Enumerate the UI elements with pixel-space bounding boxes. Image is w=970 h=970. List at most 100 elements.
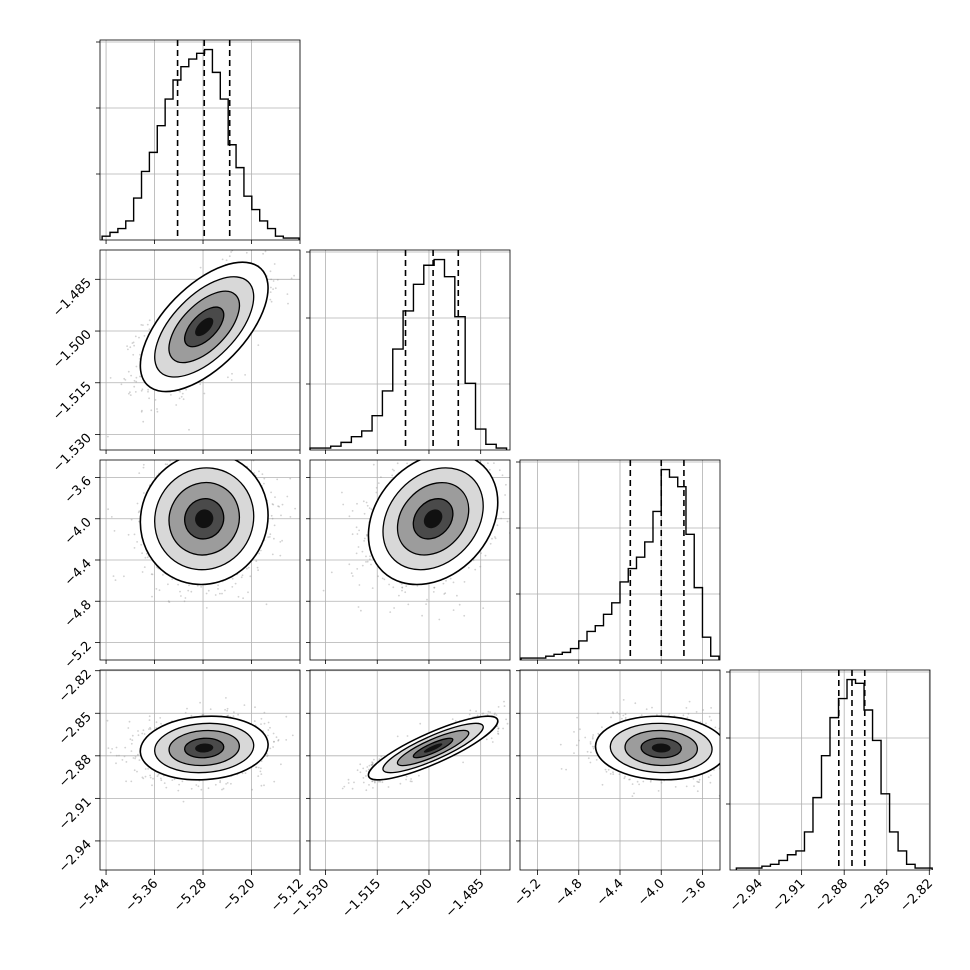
scatter-point bbox=[214, 783, 217, 786]
scatter-point bbox=[484, 554, 487, 557]
scatter-point bbox=[375, 491, 378, 494]
scatter-point bbox=[640, 714, 643, 716]
scatter-point bbox=[287, 302, 289, 305]
scatter-point bbox=[527, 710, 529, 712]
scatter-point bbox=[475, 456, 477, 458]
panel-frame bbox=[99, 39, 301, 241]
scatter-point bbox=[273, 740, 275, 743]
scatter-point bbox=[511, 560, 513, 562]
x-tick-label: −5.44 bbox=[74, 876, 113, 915]
scatter-point bbox=[503, 700, 505, 703]
scatter-point bbox=[355, 526, 358, 529]
scatter-point bbox=[263, 722, 266, 725]
scatter-point bbox=[405, 585, 408, 588]
scatter-point bbox=[143, 733, 146, 735]
scatter-point bbox=[263, 711, 266, 714]
scatter-point bbox=[589, 741, 592, 743]
scatter-point bbox=[446, 451, 448, 453]
scatter-point bbox=[133, 533, 136, 536]
scatter-point bbox=[273, 780, 276, 783]
scatter-point bbox=[710, 719, 713, 722]
scatter-point bbox=[363, 512, 366, 515]
scatter-point bbox=[361, 564, 364, 567]
scatter-point bbox=[698, 778, 701, 781]
scatter-point bbox=[169, 460, 172, 462]
scatter-point bbox=[480, 552, 482, 555]
scatter-point bbox=[371, 762, 374, 764]
panel-frame bbox=[729, 669, 931, 871]
scatter-point bbox=[128, 720, 131, 723]
scatter-point bbox=[723, 749, 725, 751]
scatter-point bbox=[260, 717, 263, 720]
scatter-point bbox=[312, 445, 314, 447]
scatter-point bbox=[249, 575, 252, 578]
scatter-point bbox=[610, 716, 612, 719]
scatter-point bbox=[146, 556, 149, 559]
scatter-point bbox=[180, 395, 183, 398]
scatter-point bbox=[693, 785, 695, 787]
scatter-point bbox=[419, 722, 422, 725]
scatter-point bbox=[425, 603, 427, 605]
scatter-point bbox=[573, 731, 575, 733]
scatter-point bbox=[721, 740, 723, 742]
scatter-point bbox=[351, 533, 354, 536]
scatter-point bbox=[186, 707, 188, 710]
scatter-point bbox=[143, 335, 146, 337]
scatter-point bbox=[451, 718, 454, 720]
scatter-point bbox=[241, 574, 244, 577]
scatter-point bbox=[256, 566, 259, 569]
scatter-point bbox=[365, 533, 368, 536]
scatter-point bbox=[418, 774, 420, 777]
scatter-point bbox=[377, 780, 380, 783]
scatter-point bbox=[124, 746, 127, 749]
scatter-point bbox=[131, 342, 134, 344]
scatter-point bbox=[573, 752, 575, 754]
scatter-point bbox=[371, 780, 374, 783]
scatter-point bbox=[380, 476, 382, 478]
x-tick-label: −2.85 bbox=[855, 876, 894, 915]
scatter-point bbox=[688, 700, 691, 703]
scatter-point bbox=[362, 767, 365, 770]
scatter-point bbox=[140, 543, 143, 546]
scatter-point bbox=[183, 600, 186, 603]
scatter-point bbox=[263, 477, 266, 480]
density-contour bbox=[651, 743, 671, 753]
scatter-point bbox=[217, 584, 220, 587]
scatter-point bbox=[708, 715, 711, 718]
scatter-point bbox=[210, 444, 212, 446]
scatter-point bbox=[612, 773, 615, 775]
scatter-point bbox=[373, 780, 376, 783]
scatter-point bbox=[155, 588, 158, 590]
scatter-point bbox=[458, 603, 461, 606]
scatter-point bbox=[356, 533, 359, 535]
scatter-point bbox=[375, 486, 378, 489]
scatter-point bbox=[368, 784, 370, 786]
scatter-point bbox=[280, 514, 282, 517]
scatter-point bbox=[454, 439, 456, 441]
scatter-point bbox=[226, 707, 229, 710]
scatter-point bbox=[528, 701, 530, 703]
scatter-point bbox=[176, 446, 178, 448]
scatter-point bbox=[170, 394, 172, 396]
panel-frame bbox=[99, 249, 301, 451]
scatter-point bbox=[192, 451, 194, 453]
x-tick-label: −2.91 bbox=[770, 876, 809, 915]
x-tick-label: −4.8 bbox=[553, 876, 586, 909]
scatter-point bbox=[371, 763, 374, 765]
scatter-point bbox=[141, 732, 144, 735]
scatter-point bbox=[584, 736, 587, 739]
scatter-point bbox=[247, 246, 249, 248]
scatter-point bbox=[171, 779, 174, 781]
scatter-point bbox=[404, 591, 407, 594]
scatter-point bbox=[142, 463, 145, 466]
scatter-point bbox=[591, 737, 594, 740]
scatter-point bbox=[468, 435, 470, 437]
scatter-point bbox=[230, 251, 233, 253]
scatter-point bbox=[696, 790, 699, 793]
scatter-point bbox=[465, 452, 467, 454]
scatter-point bbox=[125, 780, 127, 783]
scatter-point bbox=[410, 778, 412, 780]
scatter-point bbox=[107, 508, 109, 511]
x-tick-label: −5.28 bbox=[171, 876, 210, 915]
scatter-point bbox=[454, 720, 457, 722]
